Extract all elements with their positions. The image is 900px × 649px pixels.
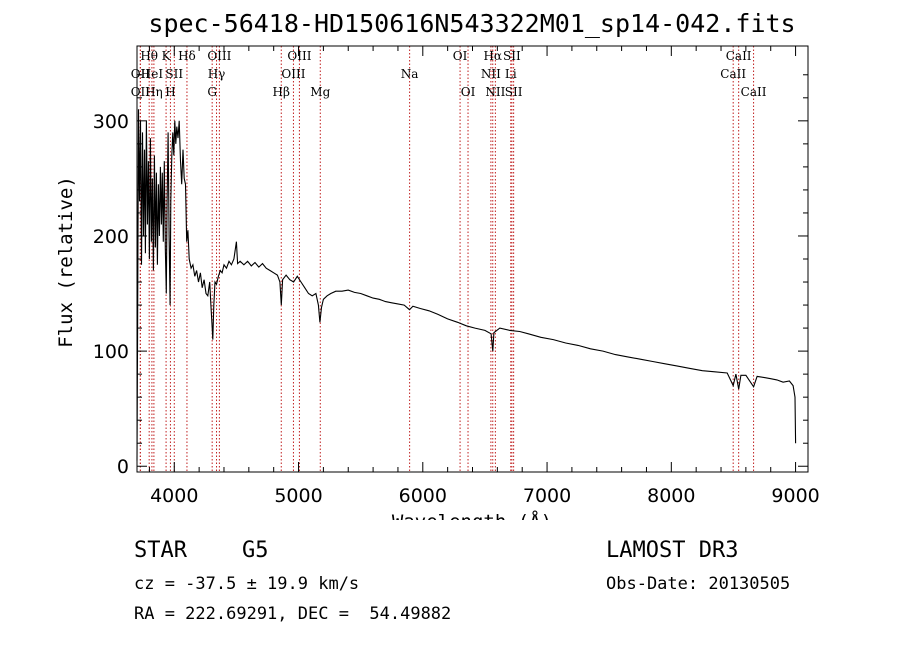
chart-title: spec-56418-HD150616N543322M01_sp14-042.f… — [148, 9, 795, 38]
y-axis-label: Flux (relative) — [55, 176, 77, 348]
line-marker-label: SII — [505, 85, 523, 99]
survey-name: LAMOST DR3 — [606, 538, 739, 563]
line-marker-label: OII — [131, 85, 151, 99]
y-tick-label: 300 — [93, 111, 129, 133]
line-marker-label: Hθ — [140, 49, 158, 63]
line-marker-label: H — [165, 85, 175, 99]
line-marker-label: Hγ — [208, 67, 226, 81]
line-marker-label: OIII — [287, 49, 311, 63]
line-marker-label: Mg — [310, 85, 330, 99]
x-tick-label: 6000 — [399, 485, 447, 507]
line-marker-label: CaII — [720, 67, 746, 81]
line-marker-label: SII — [503, 49, 521, 63]
line-marker-label: OI — [461, 85, 476, 99]
spectrum-line — [136, 109, 797, 461]
line-marker-label: K — [162, 49, 172, 63]
line-marker-label: NII — [485, 85, 505, 99]
line-marker-label: HeI — [141, 67, 164, 81]
x-tick-label: 4000 — [150, 485, 198, 507]
x-axis-label: Wavelength (Å) — [392, 510, 552, 520]
y-tick-label: 0 — [117, 456, 129, 478]
line-marker-label: Li — [505, 67, 517, 81]
line-marker-label: SII — [165, 67, 183, 81]
line-marker-label: CaII — [741, 85, 767, 99]
line-marker-label: OII — [131, 67, 151, 81]
line-marker-label: Hα — [483, 49, 502, 63]
axis-ticks: 4000 5000 6000 7000 8000 9000 0 100 200 300 — [93, 46, 820, 507]
object-class: STAR — [134, 538, 187, 563]
spectrum-chart: spec-56418-HD150616N543322M01_sp14-042.f… — [55, 9, 820, 520]
line-marker-label: Hη — [145, 85, 163, 99]
x-tick-label: 5000 — [274, 485, 322, 507]
line-marker-label: Hβ — [273, 85, 290, 99]
object-subclass: G5 — [242, 538, 269, 563]
line-marker-label: OIII — [281, 67, 305, 81]
obs-date: Obs-Date: 20130505 — [606, 574, 791, 594]
line-marker-label: G — [207, 85, 217, 99]
x-tick-label: 8000 — [647, 485, 695, 507]
x-tick-label: 9000 — [771, 485, 819, 507]
line-marker-labels: OII OII Hθ HeI Hη K SII H Hδ OIII Hγ G OIII OIII Hβ Mg N… — [131, 49, 767, 99]
coordinates: RA = 222.69291, DEC = 54.49882 — [134, 604, 452, 624]
line-markers — [139, 46, 755, 472]
redshift-readout: cz = -37.5 ± 19.9 km/s — [134, 574, 360, 594]
line-marker-label: OI — [453, 49, 468, 63]
line-marker-label: OIII — [207, 49, 231, 63]
line-marker-label: NII — [481, 67, 501, 81]
line-marker-label: Na — [401, 67, 419, 81]
line-marker-label: CaII — [726, 49, 752, 63]
line-marker-label: Hδ — [178, 49, 196, 63]
y-tick-label: 200 — [93, 226, 129, 248]
x-tick-label: 7000 — [523, 485, 571, 507]
y-tick-label: 100 — [93, 341, 129, 363]
